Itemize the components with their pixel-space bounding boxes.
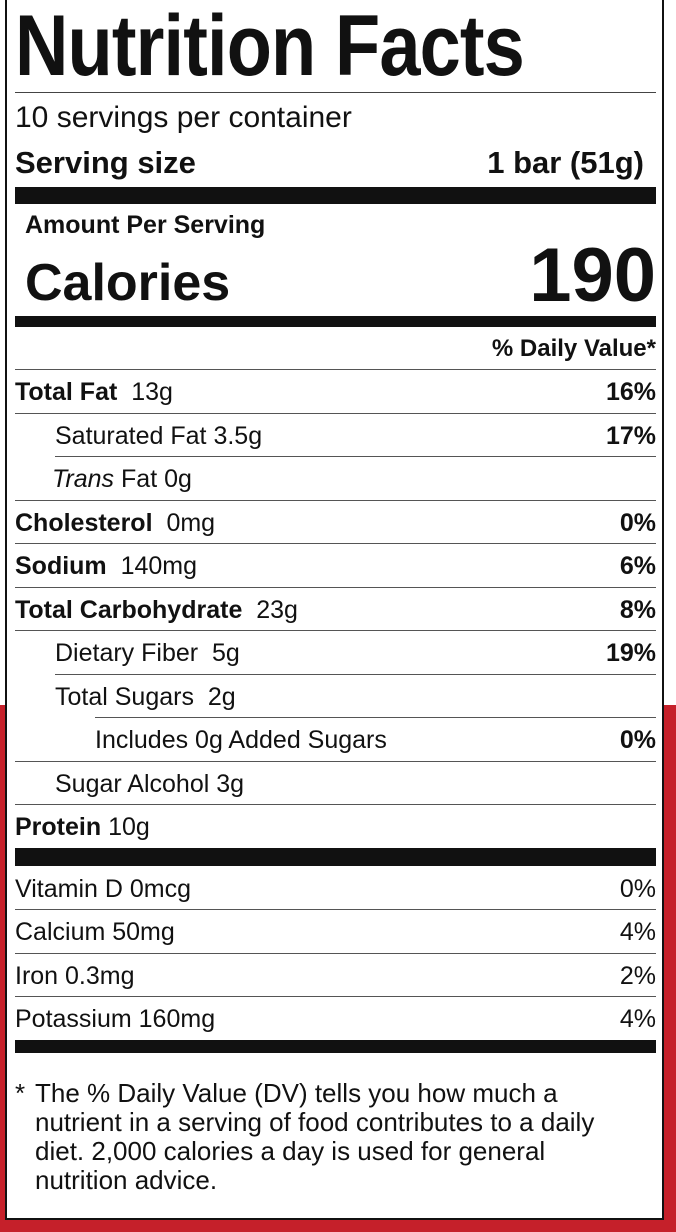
vitamin-dv: 0% (619, 874, 656, 903)
nutrient-name: Sodium (15, 552, 107, 580)
vitamin-dv: 4% (619, 918, 656, 946)
nutrient-row-total-fat: Total Fat 13g 16% (15, 369, 656, 413)
nutrient-dv: 6% (619, 552, 656, 580)
calories-value: 190 (529, 233, 656, 318)
nutrient-row-added-sugars: Includes 0g Added Sugars 0% (15, 717, 656, 761)
nutrient-dv: 8% (619, 595, 656, 624)
nutrient-row-trans-fat: Trans Fat 0g (15, 456, 656, 500)
nutrient-row-cholesterol: Cholesterol 0mg 0% (15, 499, 656, 544)
nutrient-row-dietary-fiber: Dietary Fiber 5g 19% (15, 630, 656, 674)
vitamin-row: Calcium 50mg 4% (15, 909, 656, 953)
footnote-star: * (15, 1077, 26, 1108)
calories-row: Calories 190 (15, 236, 656, 316)
thick-divider (15, 187, 656, 204)
nutrient-dv: 0% (619, 508, 656, 537)
nutrient-name: Protein (15, 813, 102, 841)
nutrient-name: Saturated Fat (55, 421, 207, 450)
label-title: Nutrition Facts (15, 0, 525, 94)
footnote-text: The % Daily Value (DV) tells you how muc… (35, 1077, 595, 1195)
nutrient-amount: 13g (131, 378, 173, 406)
nutrient-row-sugar-alcohol: Sugar Alcohol 3g (15, 760, 656, 805)
nutrient-row-saturated-fat: Saturated Fat 3.5g 17% (15, 412, 656, 457)
nutrient-name: Total Sugars (55, 682, 194, 711)
thick-divider (15, 847, 656, 866)
nutrient-name: Sugar Alcohol (55, 769, 210, 798)
nutrient-row-total-carbohydrate: Total Carbohydrate 23g 8% (15, 586, 656, 631)
nutrient-row-protein: Protein 10g (15, 804, 656, 848)
vitamin-row: Vitamin D 0mcg 0% (15, 866, 656, 910)
serving-size: Serving size 1 bar (51g) (15, 139, 656, 187)
nutrition-label: Nutrition Facts 10 servings per containe… (5, 0, 664, 1220)
medium-divider (15, 1039, 656, 1053)
nutrient-row-total-sugars: Total Sugars 2g (15, 673, 656, 718)
vitamin-name: Iron 0.3mg (15, 961, 135, 990)
nutrient-amount: 3.5g (213, 421, 263, 450)
medium-divider (15, 316, 656, 327)
nutrient-name: Trans (52, 465, 115, 493)
nutrient-name: Cholesterol (15, 508, 153, 537)
nutrient-amount: 23g (256, 595, 298, 624)
nutrient-amount: 5g (212, 639, 240, 667)
nutrient-dv: 17% (605, 421, 656, 450)
servings-per-container: 10 servings per container (15, 101, 352, 134)
nutrient-amount: 140mg (120, 552, 198, 580)
nutrient-name: Total Fat (15, 378, 118, 406)
divider (15, 92, 656, 93)
vitamin-name: Calcium 50mg (15, 918, 175, 946)
nutrient-dv: 0% (619, 726, 656, 754)
amount-per-serving: Amount Per Serving (25, 211, 266, 239)
vitamin-dv: 4% (619, 1005, 656, 1033)
nutrient-name: Dietary Fiber (55, 639, 199, 667)
nutrient-dv: 16% (605, 378, 656, 406)
vitamin-name: Potassium 160mg (15, 1005, 216, 1033)
nutrient-row-sodium: Sodium 140mg 6% (15, 543, 656, 587)
vitamin-row: Potassium 160mg 4% (15, 996, 656, 1040)
vitamin-row: Iron 0.3mg 2% (15, 952, 656, 997)
footnote: * The % Daily Value (DV) tells you how m… (15, 1053, 656, 1195)
nutrient-name-suffix: Fat (121, 465, 158, 493)
nutrient-amount: 0g (164, 465, 192, 493)
vitamin-name: Vitamin D 0mcg (15, 874, 191, 903)
nutrient-amount: 3g (216, 769, 245, 798)
serving-size-value: 1 bar (51g) (487, 145, 644, 180)
nutrient-amount: 0mg (166, 508, 216, 537)
vitamin-dv: 2% (619, 961, 656, 990)
daily-value-header: % Daily Value* (491, 335, 656, 362)
nutrient-dv: 19% (605, 639, 656, 667)
nutrient-amount: 10g (108, 813, 150, 841)
serving-size-label: Serving size (15, 145, 196, 180)
nutrient-name: Includes 0g Added Sugars (95, 726, 387, 754)
nutrient-name: Total Carbohydrate (15, 595, 243, 624)
calories-label: Calories (25, 254, 231, 312)
nutrient-amount: 2g (207, 682, 236, 711)
